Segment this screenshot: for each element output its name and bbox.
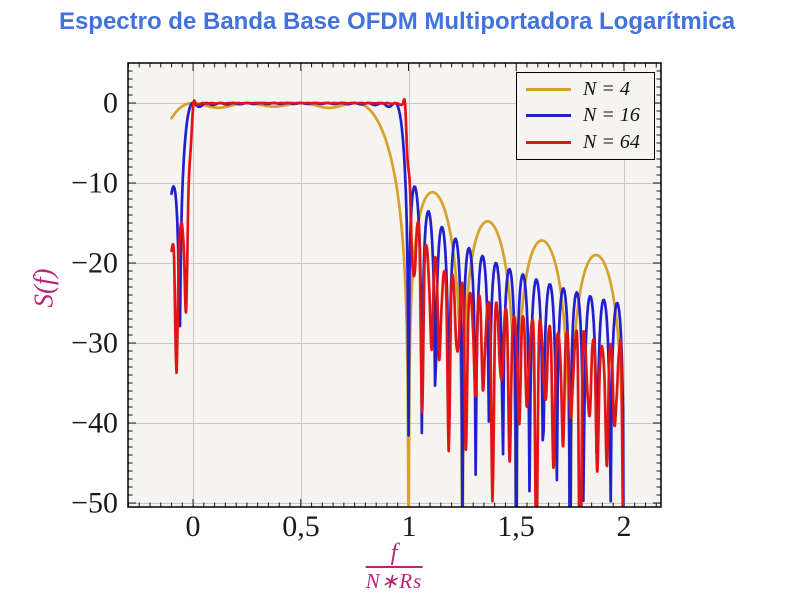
legend-box: N = 4 N = 16 N = 64 — [516, 72, 655, 160]
y-axis-label: S(f) — [28, 268, 59, 308]
legend-line-swatch — [526, 114, 571, 118]
legend-item-label: N = 64 — [583, 131, 640, 154]
legend-item: N = 4 — [517, 78, 654, 101]
y-tick-label: 0 — [103, 86, 118, 120]
legend-item: N = 16 — [517, 104, 654, 127]
chart-title: Espectro de Banda Base OFDM Multiportado… — [58, 8, 736, 35]
y-tick-label: −10 — [71, 166, 118, 200]
y-tick-label: −50 — [71, 486, 118, 520]
x-tick-label: 0,5 — [282, 510, 320, 543]
fraction-denominator: N∗Rs — [365, 569, 423, 593]
legend-item-label: N = 16 — [583, 104, 640, 127]
x-axis-label-fraction: f N∗Rs — [365, 540, 423, 593]
legend-line-swatch — [526, 87, 571, 91]
y-tick-label: −40 — [71, 406, 118, 440]
legend-item-label: N = 4 — [583, 77, 630, 100]
fraction-bar — [365, 566, 423, 568]
x-tick-label: 1,5 — [497, 510, 535, 543]
legend-item: N = 64 — [517, 131, 654, 154]
x-tick-label: 2 — [616, 510, 632, 543]
legend-line-swatch — [526, 141, 571, 145]
x-tick-label: 1 — [401, 510, 417, 543]
x-tick-label: 0 — [185, 510, 201, 543]
fraction-numerator: f — [390, 540, 398, 566]
y-tick-label: −20 — [71, 246, 118, 280]
y-tick-label: −30 — [71, 326, 118, 360]
